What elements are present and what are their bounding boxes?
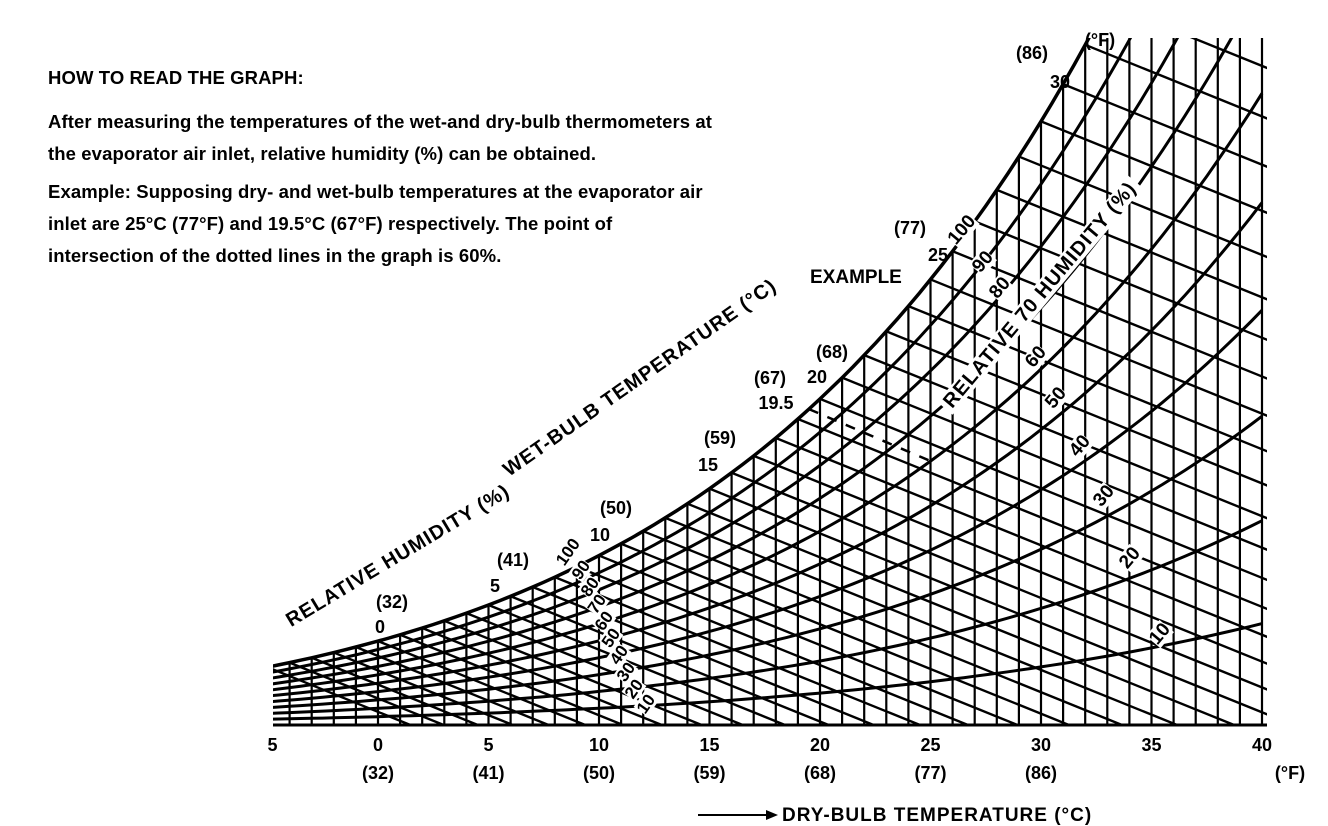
- wet-bulb-line: [841, 376, 1267, 551]
- wet-bulb-line: [488, 603, 786, 726]
- wetbulb-label-f: (32): [375, 592, 409, 612]
- x-tick-label-c: 25: [920, 735, 941, 755]
- wet-bulb-line: [686, 502, 1235, 726]
- x-tick-label-f: (41): [472, 763, 505, 783]
- x-tick-label-c: 35: [1141, 735, 1162, 755]
- wetbulb-label-f: (68): [815, 342, 849, 362]
- x-tick-label-f: (86): [1024, 763, 1058, 783]
- instructions-heading: HOW TO READ THE GRAPH:: [48, 67, 304, 88]
- rh-curve-90: [273, 38, 1133, 674]
- rh-curve-80: [273, 38, 1180, 680]
- wetbulb-label-c: 0: [374, 617, 386, 637]
- rh-curve-60: [273, 92, 1264, 692]
- x-tick-label-c: 5: [483, 735, 494, 755]
- wet-bulb-line: [1084, 43, 1267, 120]
- wet-bulb-line: [797, 417, 1267, 611]
- instructions-paragraph: After measuring the temperatures of the …: [48, 111, 713, 164]
- x-tick-label-f: (59): [693, 763, 726, 783]
- wet-bulb-line: [863, 354, 1267, 520]
- wetbulb-label-c: 20: [806, 367, 828, 387]
- wetbulb-label-c: 19.5: [758, 393, 794, 413]
- wet-bulb-line: [620, 542, 1070, 726]
- wet-bulb-line: [753, 454, 1267, 665]
- wet-bulb-line: [930, 278, 1267, 417]
- wet-bulb-line: [1040, 120, 1267, 215]
- wet-bulb-line: [465, 612, 744, 726]
- wetbulb-label-f: (41): [496, 550, 530, 570]
- x-tick-label-c: 0: [372, 735, 384, 755]
- rh-curve-50: [273, 201, 1264, 698]
- wetbulb-label-c: 30: [1049, 72, 1071, 92]
- wetbulb-label-f: (86): [1015, 43, 1049, 63]
- x-tick-label-c: 10: [588, 735, 610, 755]
- wet-bulb-line: [443, 619, 703, 726]
- wet-bulb-line: [731, 471, 1267, 691]
- wetbulb-fahrenheit-unit: (°F): [1084, 30, 1116, 50]
- instructions-example: Example: Supposing dry- and wet-bulb tem…: [48, 181, 703, 266]
- rh-curve-10: [273, 622, 1263, 721]
- example-label: EXAMPLE: [810, 267, 902, 288]
- wet-bulb-line: [421, 626, 663, 726]
- x-tick-label-c: 15: [699, 735, 720, 755]
- x-tick-label-c: 20: [809, 735, 831, 755]
- wetbulb-label-c: 25: [927, 245, 949, 265]
- x-tick-label-c: 40: [1251, 735, 1273, 755]
- wet-bulb-line: [642, 530, 1123, 726]
- xlabel-arrowhead: [766, 810, 778, 820]
- x-tick-label-f: (50): [582, 763, 616, 783]
- instructions: HOW TO READ THE GRAPH: After measuring t…: [48, 62, 713, 278]
- wet-bulb-line: [709, 487, 1267, 716]
- x-tick-label-c: 30: [1030, 735, 1052, 755]
- wet-bulb-line: [974, 220, 1267, 342]
- wetbulb-label-c: 15: [697, 455, 719, 475]
- rh-curve-40: [273, 309, 1264, 703]
- x-tick-label-f: (32): [361, 763, 395, 783]
- wet-bulb-line: [664, 516, 1178, 726]
- rh-curve-20: [273, 519, 1263, 715]
- rh-curve-70: [273, 38, 1234, 686]
- wetbulb-label-f: (67): [753, 368, 787, 388]
- wet-bulb-line: [576, 565, 969, 726]
- wet-bulb-line: [819, 397, 1267, 582]
- wet-bulb-line: [996, 188, 1267, 301]
- x-tick-label-f: (77): [914, 763, 947, 783]
- wetbulb-label-f: (50): [599, 498, 633, 518]
- x-axis-title: DRY-BULB TEMPERATURE (°C): [782, 805, 1093, 826]
- x-axis-fahrenheit-unit: (°F): [1274, 763, 1306, 783]
- wetbulb-label-f: (59): [703, 428, 737, 448]
- wetbulb-label-c: 10: [589, 525, 611, 545]
- wet-bulb-line: [952, 250, 1267, 380]
- wet-bulb-line: [907, 304, 1267, 453]
- x-tick-label-f: (68): [803, 763, 837, 783]
- x-tick-label-c: 5: [267, 735, 278, 755]
- wetbulb-label-c: 5: [489, 576, 501, 596]
- example-wet-bulb-dotted-line: [808, 407, 931, 463]
- rh-curve-30: [273, 415, 1263, 709]
- rh-curve-100: [273, 38, 1091, 668]
- wetbulb-label-f: (77): [893, 218, 927, 238]
- wet-bulb-line: [598, 554, 1019, 726]
- wet-bulb-line: [1018, 155, 1267, 259]
